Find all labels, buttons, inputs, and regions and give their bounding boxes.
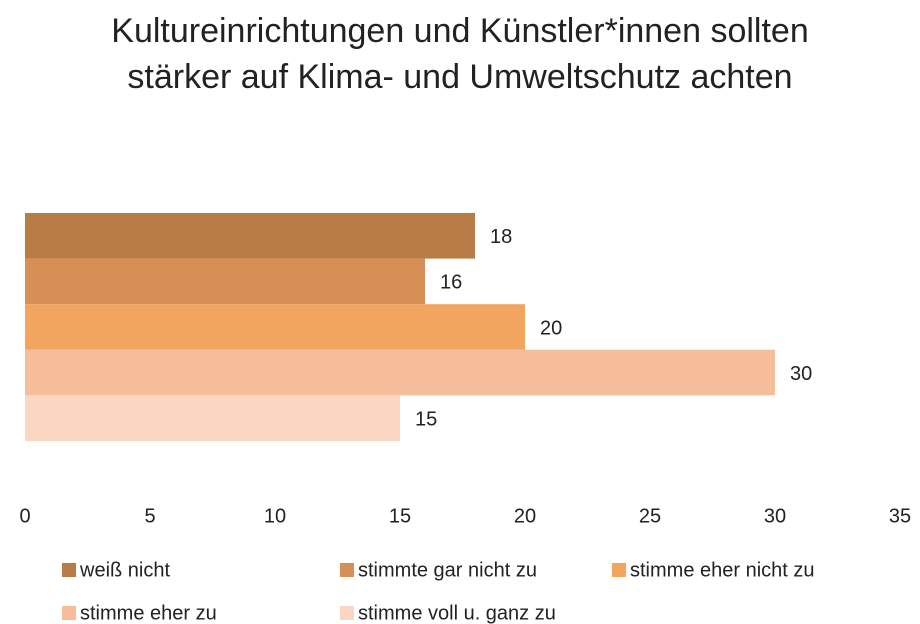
legend-label: stimmte gar nicht zu	[358, 559, 537, 581]
legend-label: stimme voll u. ganz zu	[358, 602, 556, 624]
value-label: 20	[540, 317, 562, 339]
legend-swatch	[340, 606, 354, 620]
x-tick-label: 15	[389, 505, 411, 527]
x-tick-label: 35	[889, 505, 911, 527]
bar	[25, 258, 425, 305]
x-tick-label: 20	[514, 505, 536, 527]
legend-label: stimme eher zu	[80, 602, 217, 624]
value-label: 15	[415, 408, 437, 430]
x-tick-label: 25	[639, 505, 661, 527]
value-label: 18	[490, 226, 512, 248]
x-tick-label: 5	[144, 505, 155, 527]
x-tick-label: 0	[19, 505, 30, 527]
bar	[25, 349, 775, 396]
legend-swatch	[62, 606, 76, 620]
chart-title: Kultureinrichtungen und Künstler*innen s…	[111, 12, 809, 96]
legend-swatch	[62, 563, 76, 577]
x-tick-label: 30	[764, 505, 786, 527]
x-tick-label: 10	[264, 505, 286, 527]
legend-swatch	[340, 563, 354, 577]
legend-label: weiß nicht	[79, 559, 170, 581]
bar	[25, 304, 525, 350]
legend-swatch	[612, 563, 626, 577]
bar	[25, 213, 475, 259]
value-label: 16	[440, 272, 462, 294]
legend-label: stimme eher nicht zu	[630, 559, 815, 581]
value-label: 30	[790, 363, 812, 385]
bar	[25, 395, 400, 441]
